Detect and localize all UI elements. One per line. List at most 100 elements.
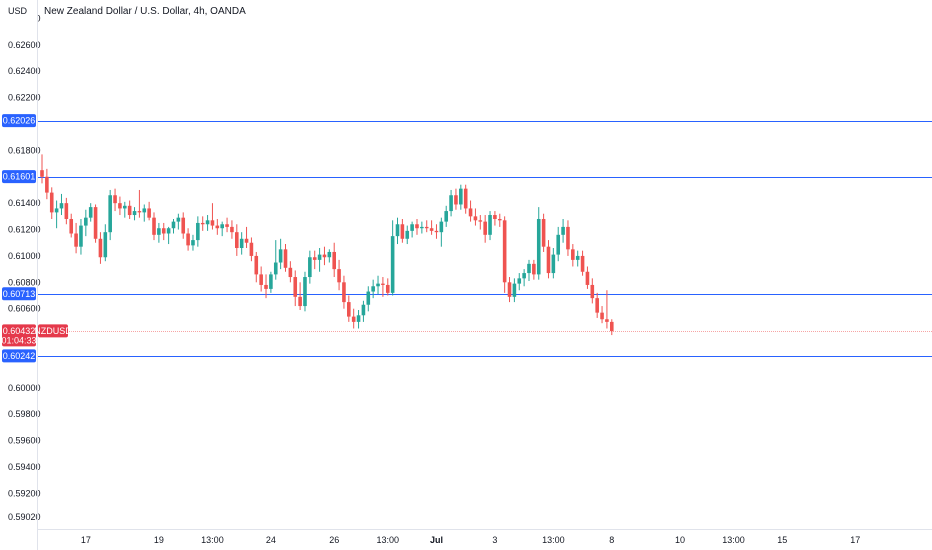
candle-body bbox=[79, 225, 83, 247]
candle-body bbox=[532, 263, 536, 275]
candle bbox=[556, 226, 561, 262]
candle-body bbox=[205, 220, 210, 225]
y-tick-label: 0.59400 bbox=[8, 462, 41, 472]
y-tick-label: 0.59200 bbox=[8, 488, 41, 498]
candle bbox=[191, 234, 195, 251]
x-tick-label: 15 bbox=[777, 535, 787, 545]
x-tick-label: 3 bbox=[492, 535, 497, 545]
candle-body bbox=[517, 278, 522, 284]
candle bbox=[347, 295, 351, 322]
candle-body bbox=[273, 262, 278, 275]
candle bbox=[69, 213, 74, 238]
y-tick-label: 0.61200 bbox=[8, 225, 41, 235]
candle-body bbox=[507, 282, 512, 297]
candle bbox=[415, 218, 419, 235]
candle bbox=[186, 228, 190, 251]
candle-body bbox=[84, 217, 88, 226]
x-tick-label: 19 bbox=[154, 535, 164, 545]
candle bbox=[93, 204, 98, 243]
candle-body bbox=[347, 302, 351, 317]
candle-body bbox=[171, 221, 176, 229]
candle-body bbox=[512, 283, 517, 297]
candle-body bbox=[235, 232, 239, 249]
candle bbox=[342, 275, 346, 309]
candle-body bbox=[483, 221, 487, 235]
candle-body bbox=[142, 208, 147, 213]
candle-body bbox=[566, 226, 570, 250]
candle bbox=[327, 249, 332, 263]
candle-body bbox=[561, 226, 565, 235]
candle-body bbox=[249, 242, 254, 256]
candle bbox=[395, 217, 400, 245]
candle-body bbox=[488, 215, 492, 235]
candle bbox=[303, 271, 307, 312]
candle-body bbox=[376, 283, 380, 287]
candle-body bbox=[585, 271, 590, 285]
candle bbox=[293, 270, 298, 307]
price-axis[interactable]: 0.628000.626000.624000.622000.618000.614… bbox=[8, 13, 41, 522]
candle-body bbox=[395, 224, 400, 237]
candle bbox=[507, 277, 512, 303]
candle bbox=[45, 168, 49, 200]
candle bbox=[449, 189, 453, 217]
level-tag-3: 0.60713 bbox=[2, 287, 36, 301]
candle bbox=[196, 216, 200, 247]
y-tick-label: 0.60800 bbox=[8, 277, 41, 287]
candle-body bbox=[283, 249, 288, 268]
candle bbox=[132, 207, 137, 221]
candle-body bbox=[152, 217, 156, 235]
candle-body bbox=[536, 218, 541, 275]
candle-body bbox=[69, 218, 74, 234]
level-tag-1: 0.62026 bbox=[2, 114, 36, 128]
candle bbox=[108, 189, 112, 241]
x-tick-label: 17 bbox=[850, 535, 860, 545]
candle-body bbox=[254, 255, 259, 275]
candle bbox=[497, 213, 502, 227]
candle bbox=[429, 220, 434, 235]
candles bbox=[40, 154, 614, 336]
candle-body bbox=[59, 203, 64, 209]
candle bbox=[79, 218, 83, 255]
candle bbox=[103, 224, 108, 262]
candle bbox=[74, 222, 78, 254]
candle bbox=[205, 215, 210, 231]
candle bbox=[230, 220, 234, 239]
symbol-tag-bg bbox=[38, 324, 68, 338]
last-price-countdown: 01:04:33 bbox=[1, 335, 36, 345]
candle bbox=[288, 261, 293, 283]
y-tick-label: 0.60000 bbox=[8, 383, 41, 393]
candle-body bbox=[49, 192, 54, 213]
candle-body bbox=[303, 277, 307, 307]
candle bbox=[49, 187, 54, 219]
candle-body bbox=[225, 224, 229, 227]
candle bbox=[566, 220, 570, 256]
candle-body bbox=[415, 224, 419, 229]
candle-body bbox=[546, 246, 551, 274]
candle bbox=[225, 217, 229, 233]
time-axis[interactable]: 17 19 13:00 24 26 13:00 Jul 3 13:00 8 10 13:00 15 17 bbox=[81, 535, 860, 545]
candle bbox=[337, 259, 341, 291]
candle bbox=[609, 319, 614, 336]
candle-body bbox=[200, 222, 205, 225]
candle-body bbox=[298, 296, 302, 307]
candle bbox=[502, 216, 507, 293]
candle-body bbox=[196, 222, 200, 241]
candle-body bbox=[64, 203, 69, 219]
candle-body bbox=[239, 238, 244, 249]
candle bbox=[439, 217, 444, 247]
y-tick-label: 0.59800 bbox=[8, 409, 41, 419]
candle bbox=[142, 204, 147, 222]
candle bbox=[298, 282, 302, 311]
candle bbox=[400, 218, 405, 243]
candle-body bbox=[118, 203, 122, 209]
candle bbox=[157, 222, 161, 243]
candle bbox=[84, 209, 88, 237]
candle-body bbox=[502, 220, 507, 283]
candle bbox=[220, 221, 224, 237]
candle-body bbox=[449, 195, 453, 212]
candle-body bbox=[497, 218, 502, 221]
candle-body bbox=[381, 283, 385, 285]
candle-body bbox=[113, 195, 117, 204]
candle bbox=[517, 273, 522, 291]
